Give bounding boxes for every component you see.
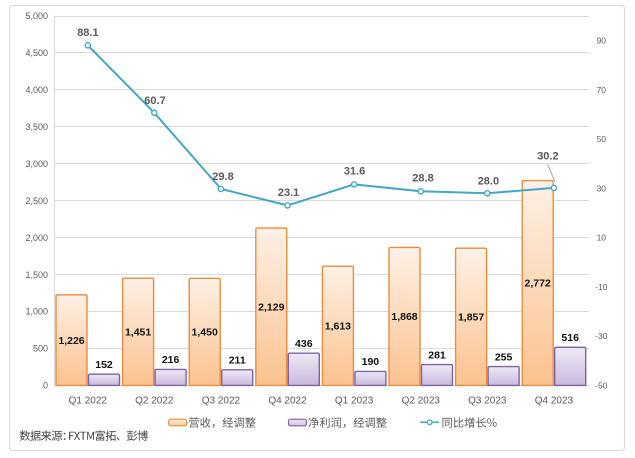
svg-text:4,500: 4,500: [25, 48, 48, 58]
svg-text:Q3 2023: Q3 2023: [468, 396, 507, 407]
svg-text:2,000: 2,000: [25, 233, 48, 243]
svg-text:1,500: 1,500: [25, 270, 48, 280]
svg-text:-10: -10: [595, 282, 608, 292]
svg-text:Q3 2022: Q3 2022: [202, 396, 241, 407]
svg-text:190: 190: [362, 356, 380, 368]
svg-text:50: 50: [597, 134, 607, 144]
svg-text:Q1 2023: Q1 2023: [335, 396, 374, 407]
svg-text:216: 216: [162, 354, 180, 366]
svg-text:1,226: 1,226: [58, 335, 84, 347]
svg-text:Q4 2023: Q4 2023: [535, 396, 574, 407]
svg-text:500: 500: [33, 344, 48, 354]
svg-text:2,772: 2,772: [525, 278, 551, 290]
svg-text:2,500: 2,500: [25, 196, 48, 206]
svg-text:152: 152: [95, 359, 113, 371]
svg-text:1,451: 1,451: [125, 327, 151, 339]
svg-text:31.6: 31.6: [344, 165, 365, 177]
svg-text:5,000: 5,000: [25, 11, 48, 21]
svg-text:1,868: 1,868: [391, 311, 417, 323]
svg-text:90: 90: [597, 36, 607, 46]
svg-text:0: 0: [43, 381, 48, 391]
svg-text:281: 281: [428, 349, 446, 361]
svg-text:10: 10: [597, 233, 607, 243]
svg-text:3,000: 3,000: [25, 159, 48, 169]
svg-text:436: 436: [295, 338, 313, 350]
svg-text:Q2 2023: Q2 2023: [402, 396, 441, 407]
svg-text:23.1: 23.1: [278, 187, 299, 199]
svg-text:Q1 2022: Q1 2022: [69, 396, 108, 407]
svg-text:Q2 2022: Q2 2022: [135, 396, 174, 407]
svg-text:1,450: 1,450: [192, 327, 218, 339]
svg-text:29.8: 29.8: [212, 171, 233, 183]
svg-text:30: 30: [597, 183, 607, 193]
svg-text:1,857: 1,857: [458, 312, 484, 324]
svg-text:70: 70: [597, 85, 607, 95]
svg-text:3,500: 3,500: [25, 122, 48, 132]
svg-text:255: 255: [495, 351, 513, 363]
svg-text:60.7: 60.7: [144, 95, 165, 107]
svg-text:88.1: 88.1: [77, 27, 98, 39]
svg-text:2,129: 2,129: [258, 302, 284, 314]
svg-text:516: 516: [561, 332, 579, 344]
svg-text:28.8: 28.8: [412, 172, 433, 184]
svg-text:-50: -50: [595, 380, 608, 390]
svg-text:28.0: 28.0: [478, 175, 499, 187]
svg-text:1,000: 1,000: [25, 307, 48, 317]
svg-text:4,000: 4,000: [25, 85, 48, 95]
svg-text:30.2: 30.2: [537, 151, 558, 163]
svg-text:Q4 2022: Q4 2022: [268, 396, 307, 407]
svg-text:211: 211: [229, 355, 246, 367]
svg-text:-30: -30: [595, 331, 608, 341]
svg-text:1,613: 1,613: [325, 321, 351, 333]
